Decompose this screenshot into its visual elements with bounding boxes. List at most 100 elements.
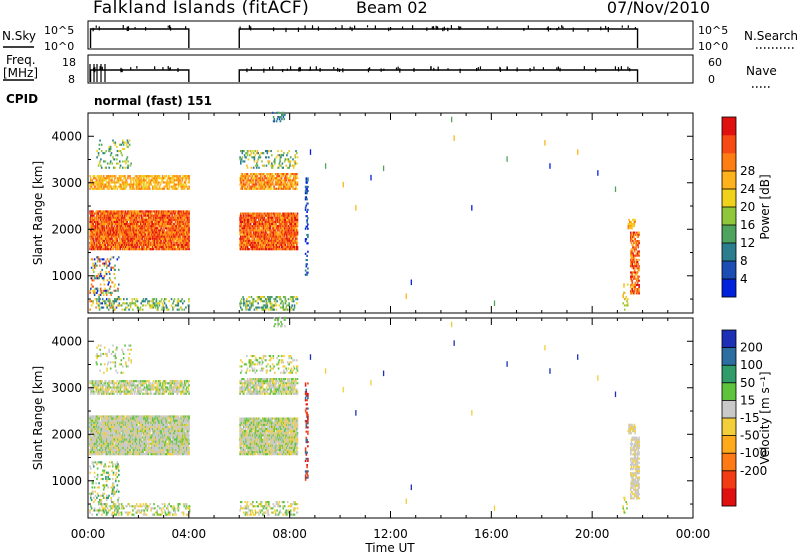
power-cell — [262, 221, 264, 223]
power-cell — [110, 294, 112, 296]
power-cell — [285, 246, 287, 248]
power-cell — [288, 219, 290, 221]
power-cell — [181, 225, 183, 227]
power-cell — [297, 246, 299, 248]
freq-trace-mark — [627, 67, 628, 70]
power-cell — [122, 215, 124, 217]
power-cell — [114, 225, 116, 227]
power-cell — [173, 177, 175, 179]
freq-trace-mark — [533, 67, 534, 70]
power-cell — [271, 225, 273, 227]
power-cell — [128, 240, 130, 242]
power-cell — [140, 236, 142, 238]
power-cell — [170, 229, 172, 231]
power-cell — [270, 177, 272, 179]
power-cell — [290, 175, 292, 177]
power-cell — [262, 184, 264, 186]
power-cell — [98, 184, 100, 186]
power-cell — [114, 231, 116, 233]
power-cell — [142, 186, 144, 188]
power-cell — [282, 175, 284, 177]
power-cell — [93, 234, 95, 236]
power-cell — [288, 231, 290, 233]
freq-trace-mark — [556, 67, 557, 70]
power-cell — [122, 167, 124, 169]
power-cell — [99, 160, 101, 162]
power-cell — [156, 215, 158, 217]
power-cell — [126, 298, 128, 300]
power-cell — [273, 234, 275, 236]
power-cell — [143, 304, 145, 306]
power-cell — [256, 167, 258, 169]
power-cell — [183, 236, 185, 238]
power-cell — [270, 179, 272, 181]
power-cell — [127, 225, 129, 227]
power-cell — [250, 179, 252, 181]
power-cell — [101, 292, 103, 294]
power-cell — [119, 144, 121, 146]
power-cell — [98, 234, 100, 236]
power-cell — [248, 179, 250, 181]
power-cell — [183, 184, 185, 186]
power-cell — [105, 213, 107, 215]
power-cell — [98, 188, 100, 190]
power-cell — [288, 177, 290, 179]
power-cell — [258, 188, 260, 190]
power-cell — [109, 300, 111, 302]
power-cell — [290, 173, 292, 175]
power-cell — [291, 238, 293, 240]
power-cell — [180, 186, 182, 188]
nsky-trace-mark — [318, 26, 319, 30]
power-cell — [245, 156, 247, 158]
power-cell — [186, 236, 188, 238]
power-cell — [100, 219, 102, 221]
power-cell — [264, 177, 266, 179]
power-cell — [135, 175, 137, 177]
power-cell — [171, 242, 173, 244]
power-cell — [178, 177, 180, 179]
power-cell — [188, 223, 190, 225]
power-cell — [255, 181, 257, 183]
power-cell — [180, 248, 182, 250]
power-cell — [249, 188, 251, 190]
power-cell — [111, 304, 113, 306]
nsky-trace-mark — [451, 25, 452, 29]
power-cell — [251, 181, 253, 183]
power-cell — [130, 177, 132, 179]
power-cell — [101, 234, 103, 236]
power-cell — [129, 234, 131, 236]
power-cell — [158, 229, 160, 231]
power-cell — [187, 217, 189, 219]
power-cell — [182, 246, 184, 248]
power-cell — [273, 179, 275, 181]
power-cell — [109, 163, 111, 165]
freq-trace-mark — [177, 68, 178, 72]
power-cell — [152, 298, 154, 300]
power-cell — [149, 240, 151, 242]
power-cell — [138, 246, 140, 248]
nsky-trace-mark — [390, 27, 391, 30]
power-cell — [150, 175, 152, 177]
power-cell — [249, 307, 251, 309]
power-cell — [259, 225, 261, 227]
freq-tick-bottom: 8 — [68, 73, 75, 86]
power-cell — [118, 150, 120, 152]
power-cell — [110, 219, 112, 221]
power-cell — [123, 144, 125, 146]
power-cell — [145, 184, 147, 186]
power-cell — [265, 240, 267, 242]
power-cell — [291, 221, 293, 223]
power-cell — [104, 188, 106, 190]
power-cell — [274, 160, 276, 162]
power-panel: 1000200030004000Slant Range [km] — [31, 112, 693, 313]
power-cell — [111, 292, 113, 294]
power-cell — [185, 236, 187, 238]
power-cell — [107, 290, 109, 292]
power-cell — [285, 244, 287, 246]
power-cell — [179, 181, 181, 183]
power-cell — [97, 277, 99, 279]
power-cell — [254, 184, 256, 186]
power-cell — [152, 231, 154, 233]
power-cell — [166, 225, 168, 227]
power-cell — [113, 188, 115, 190]
